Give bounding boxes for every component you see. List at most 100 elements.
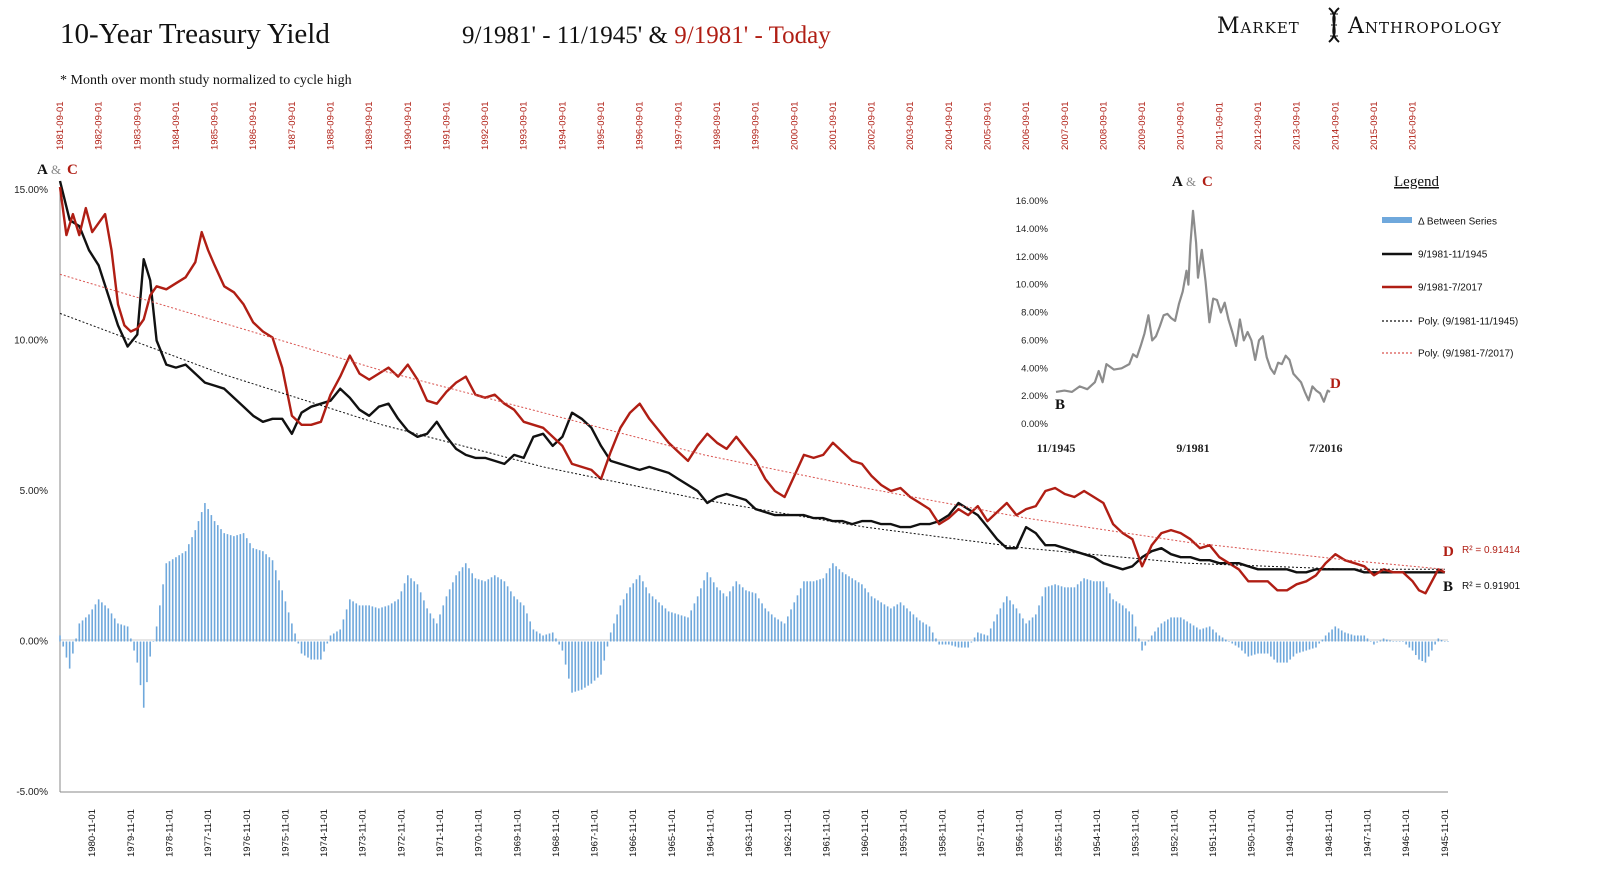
delta-bar bbox=[1402, 641, 1404, 642]
delta-bar bbox=[249, 543, 251, 642]
delta-bar bbox=[1044, 587, 1047, 642]
delta-bar bbox=[989, 628, 992, 642]
delta-bar bbox=[432, 618, 435, 642]
inset-chart: 16.00% 14.00% 12.00% 10.00% 8.00% 6.00% 4.00% 2… bbox=[1016, 196, 1343, 455]
delta-bar bbox=[1237, 641, 1240, 648]
delta-bar bbox=[419, 592, 422, 642]
delta-bar bbox=[316, 641, 319, 660]
delta-bar bbox=[513, 596, 515, 642]
bottom-axis-label: 1966-11-01 bbox=[628, 809, 639, 857]
delta-bar bbox=[171, 559, 174, 642]
delta-bar bbox=[1289, 641, 1291, 660]
delta-bar bbox=[381, 607, 383, 642]
delta-bar bbox=[1308, 641, 1311, 650]
chart-subtitle: 9/1981' - 11/1945' & 9/1981' - Today bbox=[462, 22, 831, 49]
delta-bar bbox=[130, 638, 132, 642]
delta-bar bbox=[506, 586, 509, 642]
delta-bar bbox=[120, 624, 122, 642]
delta-bar bbox=[378, 608, 380, 642]
delta-bar bbox=[1373, 641, 1375, 645]
delta-bar bbox=[1118, 603, 1121, 642]
delta-bar bbox=[107, 608, 110, 642]
bottom-axis-label: 1979-11-01 bbox=[126, 809, 137, 857]
delta-bar bbox=[600, 641, 602, 675]
delta-bar bbox=[1054, 584, 1056, 642]
bottom-axis-label: 1948-11-01 bbox=[1324, 809, 1335, 857]
delta-bar bbox=[590, 641, 593, 684]
delta-bar bbox=[835, 566, 837, 642]
delta-bar bbox=[323, 641, 325, 652]
delta-bar bbox=[303, 641, 306, 656]
delta-bar bbox=[1324, 635, 1327, 642]
delta-bar bbox=[973, 637, 976, 642]
top-axis-label: 2016-09-01 bbox=[1408, 101, 1419, 150]
bottom-axis-label: 1962-11-01 bbox=[783, 809, 794, 857]
delta-bar bbox=[693, 603, 696, 642]
delta-bar bbox=[1405, 641, 1407, 645]
delta-bar bbox=[1282, 641, 1285, 663]
delta-bar bbox=[1418, 641, 1420, 660]
delta-bar bbox=[1276, 641, 1279, 663]
delta-bar bbox=[1360, 635, 1362, 642]
bottom-axis-label: 1959-11-01 bbox=[899, 809, 910, 857]
delta-bar bbox=[964, 641, 966, 648]
delta-bar bbox=[245, 538, 248, 642]
delta-bar bbox=[481, 580, 483, 642]
delta-bar bbox=[1202, 628, 1205, 642]
delta-bar bbox=[1038, 605, 1040, 642]
delta-bar bbox=[661, 605, 664, 642]
delta-bar bbox=[709, 577, 712, 642]
delta-bar bbox=[1389, 640, 1391, 642]
delta-bar bbox=[97, 599, 100, 642]
inset-y-tick: 2.00% bbox=[1021, 391, 1048, 402]
top-axis-label: 1998-09-01 bbox=[712, 101, 723, 150]
legend-title: Legend bbox=[1394, 174, 1439, 190]
delta-bar bbox=[542, 635, 544, 642]
delta-bar bbox=[368, 605, 370, 642]
delta-bar bbox=[597, 641, 599, 678]
delta-bar bbox=[674, 613, 676, 642]
top-axis-label: 1988-09-01 bbox=[326, 101, 337, 150]
delta-bar bbox=[281, 590, 284, 642]
delta-bar bbox=[687, 617, 689, 642]
top-axis-label: 1999-09-01 bbox=[751, 101, 762, 150]
delta-bar bbox=[1215, 632, 1217, 642]
delta-bar bbox=[484, 581, 486, 642]
delta-bar bbox=[258, 550, 261, 642]
delta-bar bbox=[632, 583, 635, 642]
delta-bar bbox=[123, 625, 126, 642]
delta-bar bbox=[1295, 641, 1298, 654]
delta-bar bbox=[500, 579, 502, 642]
delta-bar bbox=[960, 641, 963, 648]
delta-bar bbox=[197, 521, 200, 642]
inset-y-tick: 6.00% bbox=[1021, 335, 1048, 346]
delta-bar bbox=[146, 641, 148, 683]
delta-bar bbox=[155, 626, 158, 642]
delta-bar bbox=[516, 599, 519, 642]
brand-left: Market bbox=[1217, 14, 1300, 39]
delta-bar bbox=[332, 633, 335, 642]
delta-bar bbox=[84, 617, 87, 642]
delta-bar bbox=[284, 601, 287, 642]
top-axis-label: 1985-09-01 bbox=[210, 101, 221, 150]
delta-bar bbox=[529, 621, 531, 642]
delta-bar bbox=[455, 575, 457, 642]
inset-marker-b: B bbox=[1055, 397, 1065, 413]
delta-bar bbox=[925, 624, 928, 642]
delta-bar bbox=[75, 638, 77, 642]
delta-bar bbox=[645, 587, 647, 642]
delta-bar bbox=[722, 593, 725, 642]
top-axis-label: 2013-09-01 bbox=[1292, 101, 1303, 150]
bottom-axis-label: 1970-11-01 bbox=[474, 809, 485, 857]
delta-bar bbox=[1041, 596, 1044, 642]
bottom-axis-labels: 1980-11-01 1979-11-01 1978-11-01 1977-11-01… bbox=[87, 809, 1451, 857]
delta-bar bbox=[825, 573, 828, 642]
top-axis-label: 2007-09-01 bbox=[1060, 101, 1071, 150]
delta-bar bbox=[561, 641, 564, 651]
bottom-axis-label: 1945-11-01 bbox=[1440, 809, 1451, 857]
delta-bar bbox=[1263, 641, 1266, 654]
delta-bar bbox=[1154, 631, 1156, 642]
delta-bar bbox=[468, 568, 470, 642]
delta-bar bbox=[606, 641, 609, 647]
delta-bar bbox=[448, 589, 451, 642]
